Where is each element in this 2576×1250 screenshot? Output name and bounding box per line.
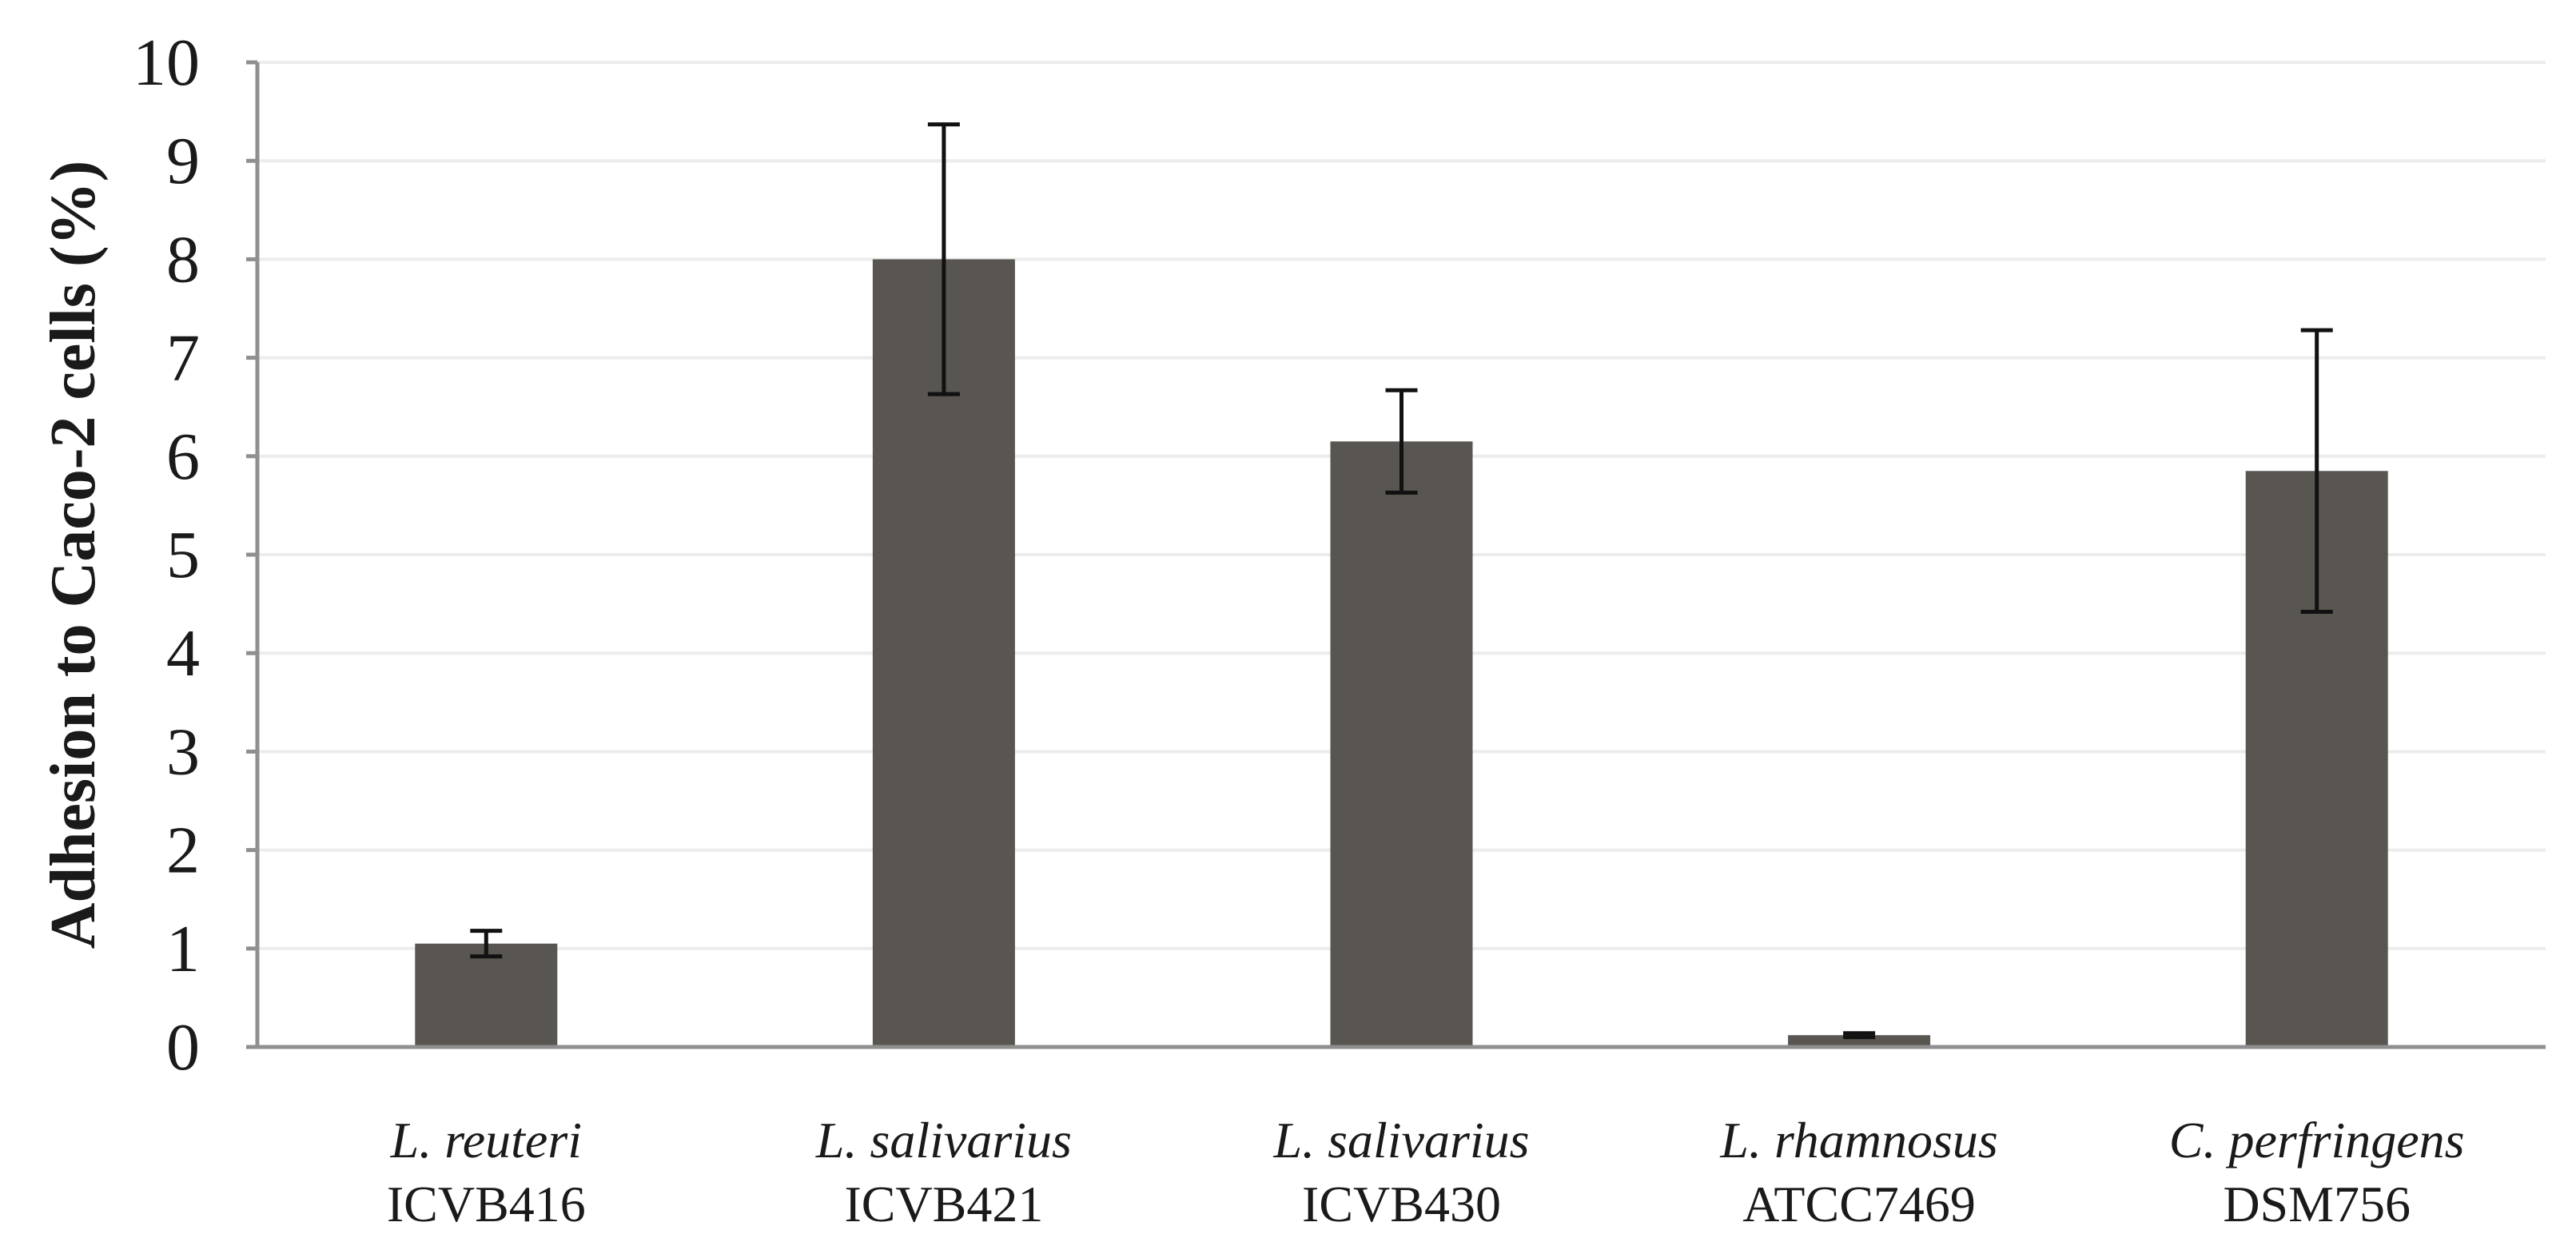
error-bar xyxy=(927,122,960,396)
error-bar xyxy=(1843,1031,1876,1040)
error-bar xyxy=(2300,328,2333,614)
bars xyxy=(415,122,2388,1047)
y-tick-label: 5 xyxy=(166,518,200,592)
x-category-species: C. perfringens xyxy=(2169,1112,2465,1168)
x-category-species: L. rhamnosus xyxy=(1719,1112,1997,1168)
error-bar xyxy=(470,929,503,959)
y-tick-label: 0 xyxy=(166,1010,200,1085)
bar xyxy=(415,943,558,1047)
y-tick-label: 1 xyxy=(166,912,200,986)
x-category-strain: ICVB430 xyxy=(1302,1176,1501,1232)
x-category-species: L. salivarius xyxy=(1272,1112,1529,1168)
y-tick-label: 8 xyxy=(166,222,200,297)
x-category-strain: ICVB421 xyxy=(844,1176,1043,1232)
x-category-species: L. salivarius xyxy=(815,1112,1072,1168)
y-tick-label: 7 xyxy=(166,321,200,396)
y-tick-label: 4 xyxy=(166,616,200,691)
y-tick-label: 10 xyxy=(133,26,200,100)
y-tick-label: 2 xyxy=(166,814,200,888)
y-tick-label: 3 xyxy=(166,715,200,789)
error-bar xyxy=(1385,388,1418,495)
axes xyxy=(246,60,2546,1049)
y-tick-label: 6 xyxy=(166,420,200,494)
x-category-labels: L. reuteri ICVB416 L. salivarius ICVB421 L. … xyxy=(387,1112,2465,1232)
y-tick-label: 9 xyxy=(166,124,200,198)
x-category-strain: ATCC7469 xyxy=(1742,1176,1976,1232)
y-axis-label: Adhesion to Caco-2 cells (%) xyxy=(38,161,109,949)
bar xyxy=(1788,1035,1931,1047)
x-category-species: L. reuteri xyxy=(390,1112,582,1168)
x-category-strain: DSM756 xyxy=(2223,1176,2411,1232)
x-category-strain: ICVB416 xyxy=(387,1176,586,1232)
y-tick-labels: 0 1 2 3 4 5 6 7 8 9 10 xyxy=(133,26,200,1085)
bar xyxy=(1330,441,1473,1047)
